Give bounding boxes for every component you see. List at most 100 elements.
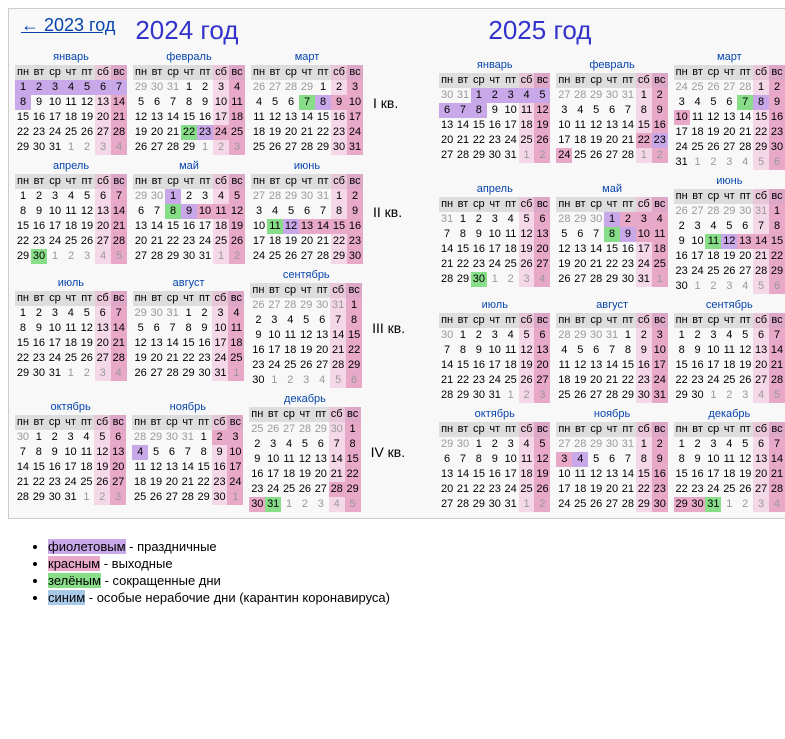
day-cell: 10 [347, 95, 363, 110]
day-cell: 3 [95, 140, 111, 155]
dow-header: ср [471, 422, 487, 437]
legend-swatch-blue: синим [48, 590, 85, 605]
day-cell: 2 [690, 437, 706, 452]
day-cell: 22 [471, 482, 487, 497]
month-link[interactable]: ноябрь [170, 401, 206, 413]
day-cell: 24 [705, 482, 721, 497]
day-cell: 7 [455, 103, 471, 118]
day-cell: 24 [251, 249, 267, 264]
dow-header: вт [267, 65, 283, 80]
day-cell: 28 [111, 351, 127, 366]
month-link[interactable]: сентябрь [706, 299, 753, 311]
dow-header: вт [572, 422, 588, 437]
day-cell: 14 [753, 234, 769, 249]
day-cell: 27 [534, 257, 550, 272]
day-cell: 28 [111, 125, 127, 140]
month-link[interactable]: октябрь [50, 401, 90, 413]
month-link[interactable]: апрель [477, 183, 513, 195]
day-cell: 3 [47, 306, 63, 321]
dow-header: сб [95, 65, 111, 80]
month-link[interactable]: январь [53, 51, 89, 63]
day-cell: 7 [769, 328, 785, 343]
month-link[interactable]: январь [477, 59, 513, 71]
quarter-row: апрельпнвтсрчтптсбвс31123456789101112131… [439, 174, 785, 294]
day-cell: 24 [63, 475, 79, 490]
month-link[interactable]: июль [58, 277, 84, 289]
day-cell: 5 [133, 95, 149, 110]
month-link[interactable]: февраль [589, 59, 634, 71]
month-link[interactable]: декабрь [708, 408, 750, 420]
month-link[interactable]: август [173, 277, 205, 289]
day-cell: 13 [534, 227, 550, 242]
quarter-label: II кв. [369, 204, 406, 220]
day-cell: 25 [721, 373, 737, 388]
day-cell: 16 [471, 358, 487, 373]
month-link[interactable]: март [295, 51, 320, 63]
day-cell: 19 [556, 257, 572, 272]
quarter-label: IV кв. [367, 444, 410, 460]
day-cell: 11 [267, 219, 283, 234]
month-link[interactable]: сентябрь [283, 269, 330, 281]
dow-header: вс [652, 73, 668, 88]
day-cell: 9 [652, 452, 668, 467]
month-link[interactable]: ноябрь [594, 408, 630, 420]
month-link[interactable]: июнь [716, 175, 742, 187]
day-cell: 14 [455, 467, 471, 482]
day-cell: 10 [674, 110, 690, 125]
day-cell: 5 [133, 321, 149, 336]
day-cell: 11 [213, 204, 229, 219]
day-cell: 17 [266, 343, 282, 358]
day-cell: 30 [487, 497, 503, 512]
day-cell: 6 [534, 212, 550, 227]
day-cell: 31 [180, 430, 196, 445]
dow-header: чт [63, 174, 79, 189]
month-link[interactable]: декабрь [284, 393, 326, 405]
month-link[interactable]: май [179, 160, 199, 172]
back-link[interactable]: ← 2023 год [21, 15, 115, 46]
month-link[interactable]: июль [482, 299, 508, 311]
day-cell: 16 [487, 467, 503, 482]
day-cell: 18 [282, 343, 298, 358]
day-cell: 2 [487, 437, 503, 452]
day-cell: 30 [737, 204, 753, 219]
month-2024-3: мартпнвтсрчтптсбвс2627282912345678910111… [251, 50, 363, 155]
dow-header: чт [181, 291, 197, 306]
day-cell: 9 [674, 234, 690, 249]
day-cell: 29 [148, 430, 164, 445]
day-cell: 17 [265, 467, 281, 482]
day-cell: 25 [281, 482, 297, 497]
dow-header: ср [588, 73, 604, 88]
day-cell: 21 [753, 249, 769, 264]
day-cell: 28 [149, 249, 165, 264]
month-link[interactable]: май [602, 183, 622, 195]
day-cell: 7 [111, 189, 127, 204]
day-cell: 14 [588, 242, 604, 257]
day-cell: 30 [331, 140, 347, 155]
day-cell: 10 [212, 321, 228, 336]
day-cell: 31 [503, 497, 519, 512]
day-cell: 16 [249, 467, 265, 482]
day-cell: 7 [455, 452, 471, 467]
day-cell: 30 [164, 430, 180, 445]
day-cell: 6 [313, 437, 329, 452]
month-link[interactable]: февраль [166, 51, 211, 63]
day-cell: 4 [503, 328, 519, 343]
day-cell: 2 [197, 80, 213, 95]
day-cell: 2 [503, 272, 519, 287]
day-cell: 20 [110, 460, 126, 475]
month-2025-4: апрельпнвтсрчтптсбвс31123456789101112131… [439, 182, 550, 287]
dow-header: чт [721, 422, 737, 437]
day-cell: 24 [487, 373, 503, 388]
month-link[interactable]: март [717, 51, 742, 63]
month-link[interactable]: октябрь [475, 408, 515, 420]
day-cell: 13 [753, 343, 769, 358]
day-cell: 21 [330, 343, 346, 358]
month-link[interactable]: апрель [53, 160, 89, 172]
day-cell: 19 [79, 219, 95, 234]
day-cell: 22 [636, 482, 652, 497]
day-cell: 29 [620, 388, 636, 403]
month-link[interactable]: июнь [294, 160, 320, 172]
dow-header: пн [674, 189, 690, 204]
month-link[interactable]: август [596, 299, 628, 311]
day-cell: 18 [503, 242, 519, 257]
